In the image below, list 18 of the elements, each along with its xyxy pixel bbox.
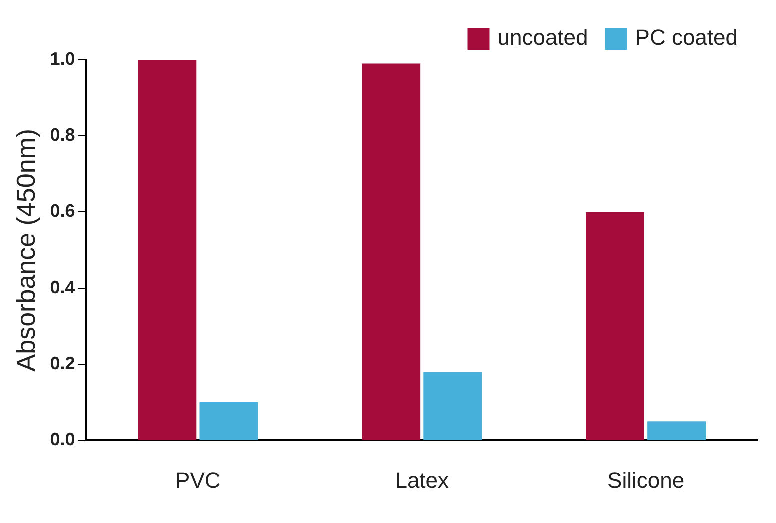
x-tick-label: Silicone [608, 468, 685, 493]
y-tick-label: 0.2 [50, 353, 76, 374]
bar [200, 402, 258, 440]
bar [586, 212, 644, 440]
x-tick-label: PVC [176, 468, 221, 493]
y-tick-label: 0.6 [50, 201, 76, 222]
y-axis-title: Absorbance (450nm) [10, 128, 41, 372]
legend-label: uncoated [498, 25, 588, 50]
bar [362, 64, 421, 440]
bar [648, 422, 706, 440]
legend-label: PC coated [635, 25, 738, 50]
y-tick-label: 1.0 [50, 48, 76, 69]
bar [138, 60, 197, 440]
y-tick-label: 0.0 [50, 430, 76, 450]
x-tick-label: Latex [395, 468, 450, 493]
y-tick-label: 0.8 [50, 125, 76, 146]
bar [424, 372, 482, 440]
y-tick-label: 0.4 [50, 277, 76, 298]
